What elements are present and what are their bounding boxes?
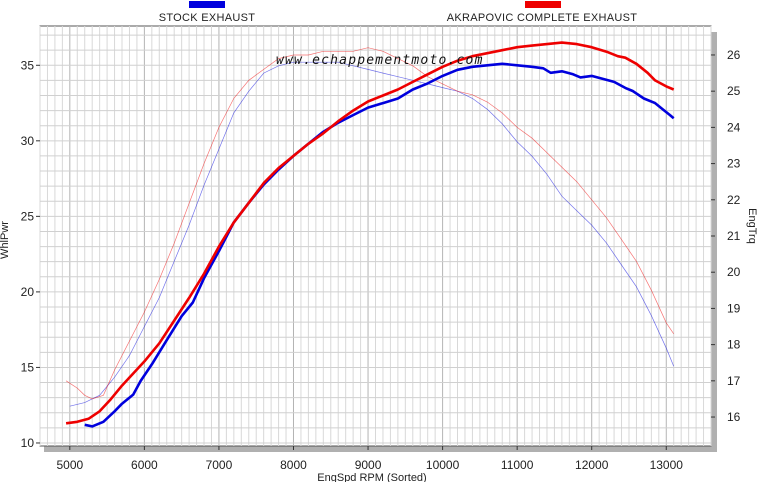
x-tick-label: 5000: [56, 458, 83, 472]
x-tick-label: 11000: [501, 458, 534, 472]
x-tick-label: 9000: [355, 458, 382, 472]
legend-swatch-akrapovic: [525, 1, 561, 8]
watermark: www.echappementmoto.com: [276, 53, 484, 68]
power-curves: [65, 41, 675, 428]
power-line-akrapovic: [65, 41, 675, 425]
left-tick-label: 15: [21, 360, 35, 374]
torque-line-stock: [69, 61, 675, 407]
x-tick-label: 7000: [206, 458, 233, 472]
right-tick-label: 17: [727, 374, 741, 388]
left-axis-label: WhlPwr: [0, 221, 11, 259]
x-tick-label: 13000: [650, 458, 684, 472]
grid: [39, 26, 712, 446]
right-tick-label: 24: [727, 120, 741, 134]
x-ticks: 5000 6000 7000 8000 9000 10000 11000 12000 13000: [56, 446, 683, 472]
legend-label-akrapovic: AKRAPOVIC COMPLETE EXHAUST: [447, 12, 638, 24]
left-tick-label: 25: [21, 209, 35, 223]
power-line-stock: [84, 62, 675, 428]
x-tick-label: 12000: [575, 458, 609, 472]
x-tick-label: 6000: [131, 458, 158, 472]
right-tick-label: 18: [727, 338, 741, 352]
right-tick-label: 22: [727, 193, 741, 207]
left-tick-label: 30: [21, 134, 35, 148]
x-tick-label: 10000: [426, 458, 460, 472]
left-tick-label: 20: [21, 285, 35, 299]
right-y-ticks: 16 17 18 19 20 21 22 23 24 25 26: [711, 48, 741, 424]
right-tick-label: 16: [727, 410, 741, 424]
left-tick-label: 35: [21, 58, 35, 72]
x-tick-label: 8000: [280, 458, 307, 472]
right-tick-label: 23: [727, 157, 741, 171]
x-axis-label: EngSpd RPM (Sorted): [317, 472, 426, 482]
right-tick-label: 19: [727, 301, 741, 315]
legend-swatch-stock: [189, 1, 225, 8]
left-y-ticks: 10 15 20 25 30 35: [21, 58, 40, 450]
torque-curves: [65, 47, 675, 407]
right-axis-shadow: [711, 32, 717, 452]
legend-label-stock: STOCK EXHAUST: [159, 12, 256, 24]
right-axis-label: EngTrq: [746, 208, 758, 244]
torque-line-akrapovic: [65, 47, 674, 400]
right-tick-label: 25: [727, 84, 741, 98]
right-tick-label: 21: [727, 229, 741, 243]
left-tick-label: 10: [21, 436, 35, 450]
right-tick-label: 26: [727, 48, 741, 62]
bottom-axis-shadow: [44, 446, 717, 452]
legend: STOCK EXHAUST AKRAPOVIC COMPLETE EXHAUST: [159, 1, 638, 24]
right-tick-label: 20: [727, 265, 741, 279]
